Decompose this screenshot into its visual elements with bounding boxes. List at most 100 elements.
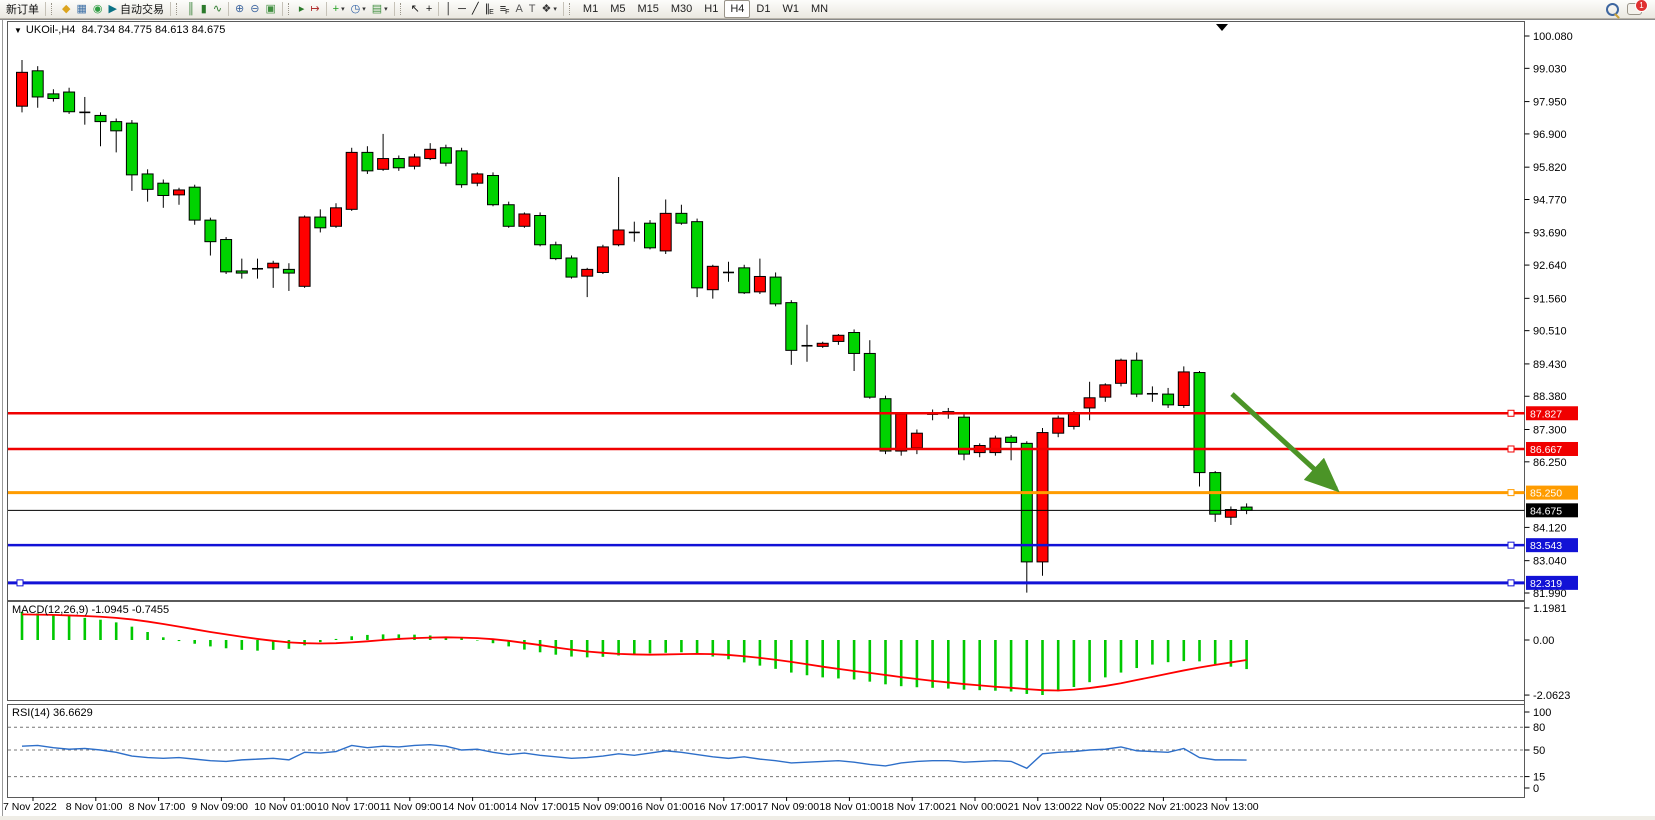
candle (471, 172, 484, 187)
timeframe-m5-button[interactable]: M5 (610, 3, 626, 15)
price-flag-bg (1526, 575, 1578, 590)
autotrading-button[interactable]: ▶ 自动交易 (105, 1, 166, 17)
bull-candle-body (345, 151, 358, 210)
trendline-icon: ╱ (471, 3, 479, 15)
equidistant-channel-icon[interactable]: ∥ E (482, 1, 497, 17)
candle (801, 324, 813, 362)
time-tick-label: 16 Nov 17:00 (694, 801, 757, 813)
current-price-line-price-flag: 84.675 (1526, 503, 1578, 518)
text-icon[interactable]: A (512, 1, 525, 17)
line-handle[interactable] (1507, 579, 1515, 587)
crosshair-icon[interactable]: + (423, 1, 435, 17)
chart-shift-marker-icon[interactable] (1216, 24, 1228, 31)
timeframe-h1-button[interactable]: H1 (704, 3, 719, 15)
tile-windows-icon[interactable]: ▣ (262, 1, 278, 17)
add-indicator-icon: + (332, 3, 340, 15)
support-line-blue-2[interactable] (8, 579, 1525, 587)
candle (220, 237, 233, 275)
candle (455, 147, 468, 188)
chart-shift-icon: ↦ (310, 3, 320, 15)
bull-candle-body (518, 213, 531, 227)
cursor-icon[interactable]: ↖ (408, 1, 423, 17)
candle (204, 217, 217, 256)
auto-scroll-icon[interactable]: ▸ (296, 1, 308, 17)
add-indicator-button[interactable]: + ▾ (330, 1, 348, 17)
chart-shift-icon[interactable]: ↦ (307, 1, 322, 17)
vertical-line-icon[interactable]: │ (442, 1, 455, 17)
candle (816, 341, 829, 348)
time-tick-label: 7 Nov 2022 (3, 801, 57, 813)
search-icon[interactable] (1606, 2, 1619, 16)
candle (612, 177, 625, 247)
timeframe-mn-button[interactable]: MN (810, 3, 829, 15)
line-handle[interactable] (1507, 445, 1515, 453)
candlestick-chart-icon[interactable]: ▮ (198, 1, 210, 17)
horizontal-line-icon[interactable]: ─ (455, 1, 469, 17)
new-order-button[interactable]: 新订单 (3, 1, 42, 17)
line-handle[interactable] (1507, 541, 1515, 549)
candle (863, 340, 876, 399)
quotes-icon[interactable]: ◆ (59, 1, 73, 17)
main-chart-panel (7, 21, 1525, 601)
candle (282, 263, 295, 291)
support-line-blue-1[interactable] (8, 541, 1525, 549)
candle (549, 241, 562, 261)
candle (1020, 441, 1033, 593)
timeframe-m1-button[interactable]: M1 (582, 3, 599, 15)
bar-chart-icon[interactable]: ║ (184, 1, 198, 17)
candle (361, 146, 374, 174)
line-handle[interactable] (16, 579, 24, 587)
line-chart-icon[interactable]: ∿ (210, 1, 225, 17)
fibonacci-icon[interactable]: ≡ F (497, 1, 513, 17)
template-button[interactable]: ▤ ▾ (369, 1, 391, 17)
dropdown-caret-icon[interactable]: ▾ (341, 6, 345, 13)
bull-candle-body (581, 268, 594, 277)
toolbar-grip (175, 3, 180, 15)
toolbar-separator (45, 2, 46, 16)
rsi-tick-label: 15 (1533, 772, 1545, 784)
candle (1162, 387, 1175, 408)
notifications-icon[interactable]: 1 (1627, 0, 1648, 15)
support-line-blue-2-price-flag: 82.319 (1526, 575, 1578, 590)
price-flag-bg (1526, 503, 1578, 518)
candle (1209, 471, 1222, 522)
bull-candle-body (16, 71, 28, 107)
resistance-line-2[interactable] (8, 445, 1525, 453)
timeframe-w1-button[interactable]: W1 (782, 3, 799, 15)
timeframe-h4-button[interactable]: H4 (724, 0, 751, 18)
zoom-in-icon[interactable]: ⊕ (232, 1, 247, 17)
dropdown-caret-icon[interactable]: ▾ (362, 6, 366, 13)
dropdown-caret-icon[interactable]: ▾ (384, 6, 388, 13)
price-tick-label: 89.430 (1533, 359, 1567, 371)
time-tick-label: 8 Nov 01:00 (66, 801, 123, 813)
timeframe-m15-button[interactable]: M15 (637, 3, 659, 15)
crosshair-icon: + (425, 3, 433, 15)
line-chart-icon: ∿ (212, 3, 223, 15)
periods-button[interactable]: ◷ ▾ (348, 1, 369, 17)
line-handle[interactable] (1507, 489, 1515, 497)
trendline-icon[interactable]: ╱ (469, 1, 482, 17)
macd-tick-label: 0.00 (1533, 635, 1554, 647)
bear-candle-body (361, 151, 374, 172)
price-tick-label: 93.690 (1533, 228, 1567, 240)
support-line-orange[interactable] (8, 489, 1525, 497)
candle (330, 203, 342, 228)
arrows-icon[interactable]: ❖ ▾ (539, 1, 560, 17)
text-label-icon[interactable]: T (526, 1, 539, 17)
resistance-line-1[interactable] (8, 409, 1525, 417)
price-tick-label: 83.040 (1533, 556, 1567, 568)
signals-icon[interactable]: ◉ (90, 1, 106, 17)
market-watch-icon[interactable]: ▦ (73, 1, 89, 17)
trend-arrow-annotation[interactable] (1230, 392, 1340, 493)
dropdown-caret-icon[interactable]: ▾ (553, 6, 557, 13)
chart-title-collapse-icon[interactable]: ▼ (14, 26, 22, 35)
timeframe-m30-button[interactable]: M30 (670, 3, 693, 15)
toolbar-grip (287, 3, 292, 15)
bear-candle-body (31, 70, 44, 98)
timeframe-d1-button[interactable]: D1 (756, 3, 771, 15)
zoom-out-icon[interactable]: ⊖ (247, 1, 262, 17)
toolbar-separator (438, 2, 440, 16)
window-bottom-strip (0, 816, 1655, 820)
line-handle[interactable] (1507, 409, 1515, 417)
macd-indicator-label: MACD(12,26,9) -1.0945 -0.7455 (12, 604, 170, 616)
